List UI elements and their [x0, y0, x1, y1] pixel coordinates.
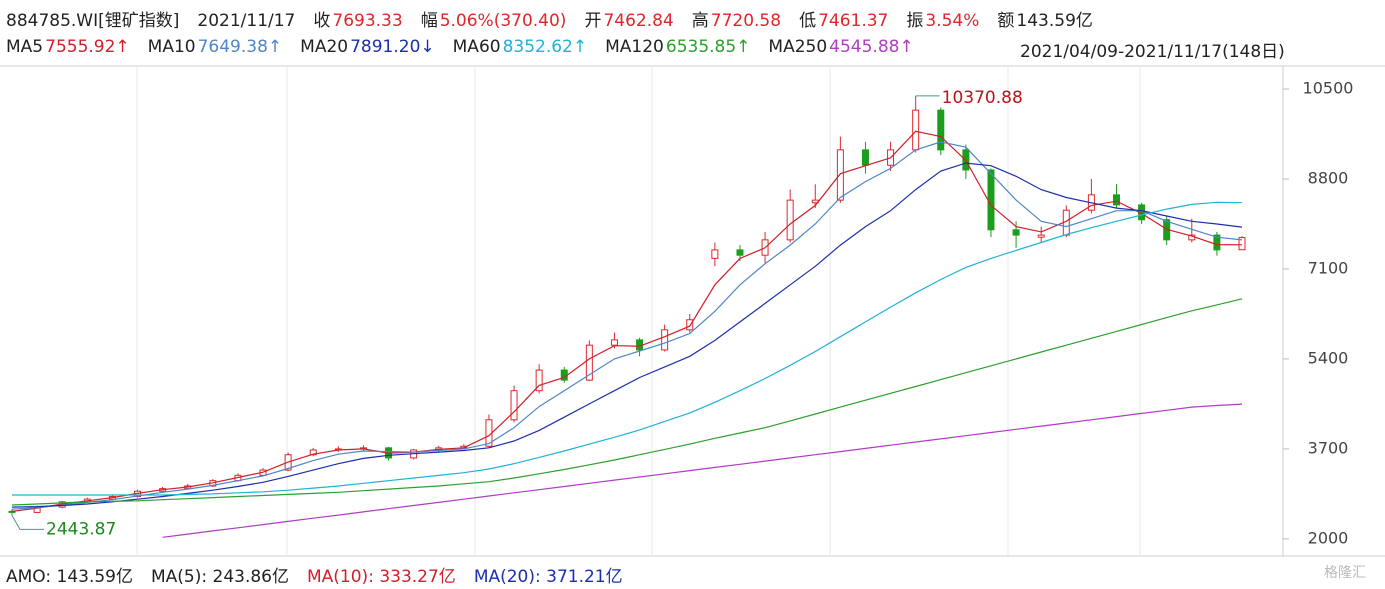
candle-body — [786, 199, 794, 241]
candle-body — [987, 169, 995, 231]
legend-value: 8352.62↑ — [502, 37, 588, 57]
header-label: 额 — [997, 11, 1015, 31]
y-tick-label: 7100 — [1308, 258, 1349, 277]
candle-body — [711, 249, 719, 259]
candle-body — [1238, 237, 1246, 251]
legend-value: 7891.20↓ — [350, 37, 435, 57]
header-label: 低 — [799, 11, 817, 31]
header-label: 高 — [691, 11, 709, 31]
candle-body — [510, 390, 518, 421]
date-range: 2021/04/09-2021/11/17(148日) — [1020, 42, 1285, 62]
footer-item: MA(5): 243.86亿 — [151, 567, 289, 587]
annotation-label: 10370.88 — [942, 88, 1023, 108]
header-value: 7693.33 — [332, 11, 403, 31]
footer: AMO: 143.59亿 MA(5): 243.86亿 MA(10): 333.27… — [6, 562, 641, 587]
legend-label: MA60 — [452, 37, 501, 57]
candle-body — [585, 344, 593, 381]
header-value: 7461.37 — [818, 11, 889, 31]
legend-value: 7649.38↑ — [197, 37, 283, 57]
header-value: 7720.58 — [710, 11, 782, 31]
candle-body — [1112, 194, 1120, 206]
header-label: 开 — [584, 11, 602, 31]
candle-body — [937, 109, 945, 151]
legend-label: MA20 — [300, 37, 349, 57]
ma-line — [11, 141, 1243, 510]
candle-body — [836, 149, 844, 201]
header-label: 884785.WI[锂矿指数] — [6, 11, 180, 31]
header-value: 7462.84 — [603, 11, 674, 31]
legend-value: 4545.88↑ — [829, 37, 914, 57]
legend-value: 6535.85↑ — [665, 37, 751, 57]
header-label: 2021/11/17 — [197, 11, 296, 31]
y-tick-label: 5400 — [1308, 348, 1349, 367]
header-label: 幅 — [420, 11, 438, 31]
legend-value: 7555.92↑ — [45, 37, 130, 57]
header-label: 收 — [313, 11, 331, 31]
legend-label: MA10 — [147, 37, 196, 57]
footer-item: MA(20): 371.21亿 — [473, 567, 623, 587]
watermark: 格隆汇 — [1324, 565, 1366, 581]
candle-body — [686, 319, 694, 331]
candle-body — [661, 329, 669, 351]
ma-line — [11, 298, 1243, 506]
header: 884785.WI[锂矿指数] 2021/11/17 收 7693.33 幅 5.06%(… — [6, 6, 1111, 31]
candle-body — [736, 249, 744, 256]
legend-label: MA5 — [6, 37, 44, 57]
ma-line — [11, 162, 1243, 508]
annotation-leader — [11, 515, 44, 530]
header-value: 143.59亿 — [1016, 11, 1093, 31]
y-tick-label: 8800 — [1308, 168, 1349, 187]
candle-body — [1213, 234, 1221, 251]
candle-body — [912, 109, 920, 151]
header-label: 振 — [906, 11, 924, 31]
month-lines — [136, 66, 1141, 556]
header-value: 3.54% — [925, 11, 980, 31]
y-tick-label: 3700 — [1308, 438, 1349, 457]
ma-line — [162, 403, 1243, 538]
candle-body — [1037, 234, 1045, 238]
ma-line — [12, 201, 1243, 496]
candle-body — [861, 149, 869, 166]
candle-body — [1012, 229, 1020, 236]
annotation-label: 2443.87 — [46, 519, 116, 539]
legend-label: MA120 — [605, 37, 664, 57]
y-tick-label: 2000 — [1308, 528, 1349, 547]
ma-line — [11, 130, 1243, 512]
footer-item: MA(10): 333.27亿 — [307, 567, 456, 587]
footer-item: AMO: 143.59亿 — [6, 567, 133, 587]
legend: MA5 7555.92↑ MA10 7649.38↑ MA20 7891.20↓ MA60 8… — [6, 37, 932, 57]
y-tick-label: 10500 — [1303, 78, 1354, 97]
candle-body — [610, 339, 618, 346]
header-value: 5.06%(370.40) — [439, 11, 567, 31]
candle-body — [535, 369, 543, 392]
legend-label: MA250 — [768, 37, 828, 57]
